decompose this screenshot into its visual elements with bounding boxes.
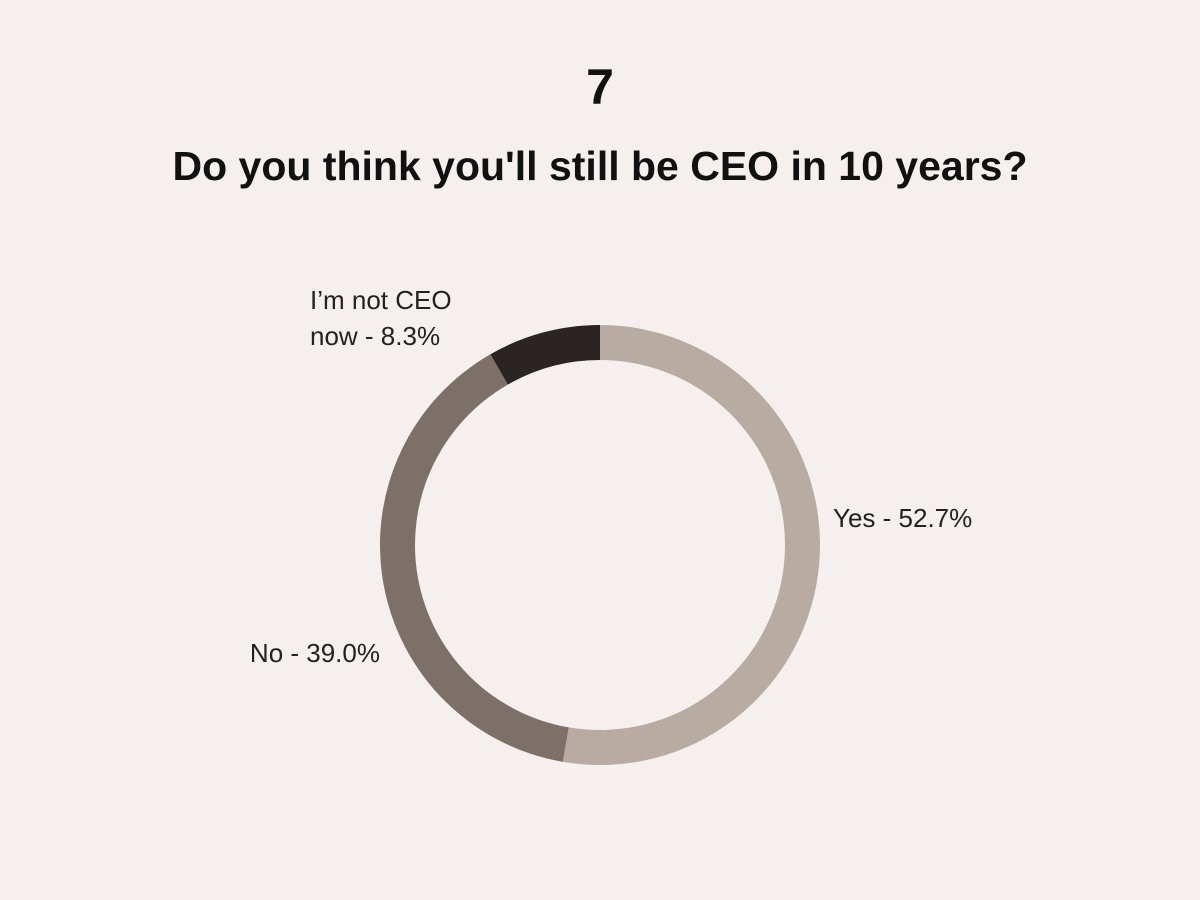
question-number: 7 [586, 59, 614, 115]
chart-title: Do you think you'll still be CEO in 10 y… [172, 143, 1028, 189]
data-label: Yes - 52.7% [833, 503, 973, 533]
data-label: No - 39.0% [249, 638, 380, 668]
donut-segment [380, 354, 569, 762]
donut-segment [490, 325, 600, 385]
donut-segment [562, 325, 821, 765]
data-label: I’m not CEO now - 8.3% [310, 285, 452, 351]
